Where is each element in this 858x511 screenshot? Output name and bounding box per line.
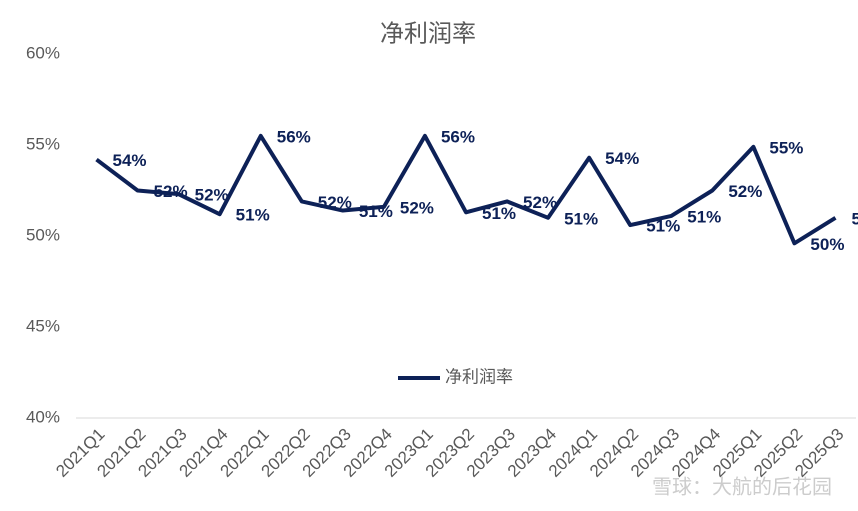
value-label: 51%: [482, 204, 516, 223]
value-label: 50%: [810, 235, 844, 254]
value-label: 55%: [769, 138, 803, 157]
y-tick-label: 60%: [26, 43, 60, 62]
y-tick-label: 40%: [26, 407, 60, 426]
value-label: 52%: [154, 182, 188, 201]
value-label: 51%: [564, 209, 598, 228]
value-label: 52%: [195, 186, 229, 205]
value-label: 56%: [277, 127, 311, 146]
value-label: 54%: [605, 149, 639, 168]
watermark: 雪球：大航的后花园: [652, 475, 832, 498]
value-label: 54%: [113, 151, 147, 170]
y-tick-label: 50%: [26, 225, 60, 244]
value-label: 51%: [359, 202, 393, 221]
value-label: 52%: [728, 182, 762, 201]
value-label: 56%: [441, 127, 475, 146]
y-tick-label: 45%: [26, 316, 60, 335]
value-label: 52%: [400, 198, 434, 217]
value-label: 51%: [236, 206, 270, 225]
value-label: 52%: [523, 193, 557, 212]
value-label: 51%: [646, 217, 680, 236]
value-label: 52%: [318, 193, 352, 212]
legend-label: 净利润率: [445, 367, 513, 386]
value-label: 51%: [687, 207, 721, 226]
value-label: 51%: [851, 209, 858, 228]
chart-title: 净利润率: [380, 20, 476, 47]
y-tick-label: 55%: [26, 134, 60, 153]
line: [95, 133, 837, 246]
